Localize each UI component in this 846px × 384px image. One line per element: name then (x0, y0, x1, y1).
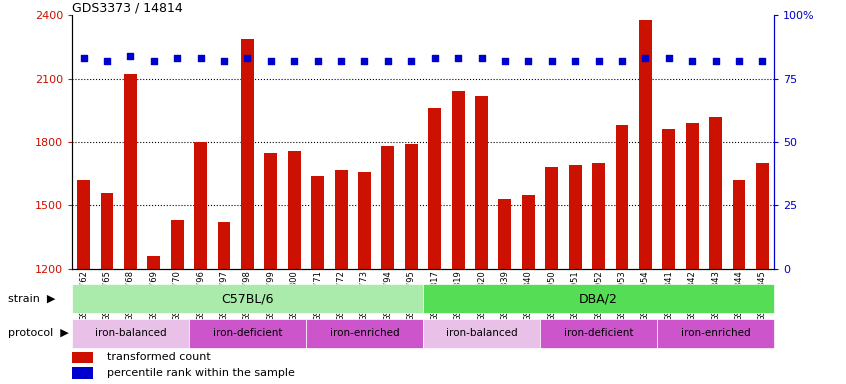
Bar (428, 108, 441, 269)
Text: percentile rank within the sample: percentile rank within the sample (107, 368, 295, 378)
Point (311, 58, 325, 64)
Text: strain  ▶: strain ▶ (8, 293, 56, 304)
Text: iron-deficient: iron-deficient (563, 328, 634, 338)
Point (733, 58, 746, 64)
Point (709, 58, 722, 64)
Bar (569, 166, 581, 269)
Bar (265, 152, 277, 269)
Bar (405, 144, 418, 269)
Bar (498, 199, 511, 269)
Point (475, 55, 488, 61)
Point (381, 58, 394, 64)
Point (615, 58, 629, 64)
Bar (686, 123, 699, 269)
Bar (101, 193, 113, 269)
Bar (171, 220, 184, 269)
Point (170, 55, 184, 61)
Bar (72, 352, 93, 363)
Text: iron-balanced: iron-balanced (95, 328, 166, 338)
Bar (241, 39, 254, 269)
Bar (639, 20, 651, 269)
Point (545, 58, 558, 64)
Text: protocol  ▶: protocol ▶ (8, 328, 69, 338)
Bar (72, 284, 423, 313)
Point (264, 58, 277, 64)
Bar (72, 367, 93, 379)
Bar (709, 117, 722, 269)
Bar (335, 170, 348, 269)
Bar (189, 319, 306, 348)
Text: iron-enriched: iron-enriched (681, 328, 750, 338)
Point (591, 58, 605, 64)
Bar (756, 163, 769, 269)
Point (358, 58, 371, 64)
Point (569, 58, 582, 64)
Text: GDS3373 / 14814: GDS3373 / 14814 (72, 1, 183, 14)
Text: iron-deficient: iron-deficient (212, 328, 283, 338)
Point (100, 58, 113, 64)
Bar (423, 284, 774, 313)
Bar (217, 222, 230, 269)
Bar (452, 91, 464, 269)
Bar (657, 319, 774, 348)
Bar (522, 195, 535, 269)
Bar (733, 180, 745, 269)
Point (404, 58, 418, 64)
Text: DBA/2: DBA/2 (580, 292, 618, 305)
Point (194, 55, 207, 61)
Point (662, 55, 675, 61)
Text: transformed count: transformed count (107, 353, 211, 362)
Bar (540, 319, 657, 348)
Bar (475, 96, 488, 269)
Point (521, 58, 536, 64)
Point (147, 58, 161, 64)
Point (685, 58, 699, 64)
Bar (77, 180, 90, 269)
Point (755, 58, 769, 64)
Point (124, 53, 137, 59)
Text: iron-balanced: iron-balanced (446, 328, 517, 338)
Text: iron-enriched: iron-enriched (330, 328, 399, 338)
Point (639, 55, 652, 61)
Point (240, 55, 254, 61)
Point (77, 55, 91, 61)
Bar (306, 319, 423, 348)
Bar (616, 125, 629, 269)
Point (452, 55, 465, 61)
Bar (662, 129, 675, 269)
Bar (311, 176, 324, 269)
Point (498, 58, 512, 64)
Bar (288, 151, 300, 269)
Bar (147, 256, 160, 269)
Bar (358, 172, 371, 269)
Bar (382, 146, 394, 269)
Bar (72, 319, 189, 348)
Bar (124, 74, 137, 269)
Bar (546, 167, 558, 269)
Point (288, 58, 301, 64)
Point (428, 55, 442, 61)
Bar (592, 163, 605, 269)
Bar (195, 142, 207, 269)
Bar (423, 319, 540, 348)
Text: C57BL/6: C57BL/6 (221, 292, 274, 305)
Point (217, 58, 231, 64)
Point (334, 58, 348, 64)
